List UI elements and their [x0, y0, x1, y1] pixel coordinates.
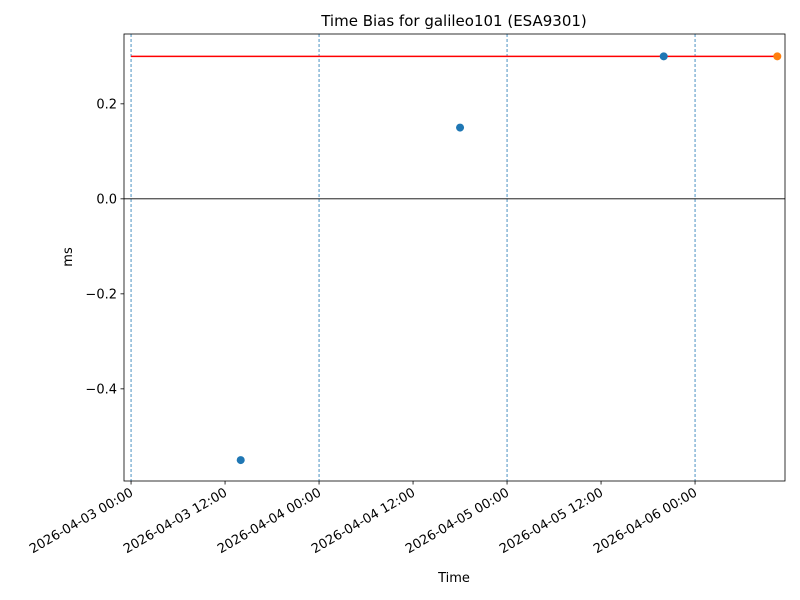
y-tick-label: −0.2: [85, 287, 117, 302]
y-tick-label: 0.2: [96, 97, 117, 112]
point: [236, 456, 245, 465]
point: [659, 52, 668, 61]
axes-frame: [123, 33, 786, 482]
y-tick-label: 0.0: [96, 192, 117, 207]
x-axis-label: Time: [437, 571, 470, 586]
chart-title: Time Bias for galileo101 (ESA9301): [320, 12, 587, 30]
y-axis-label: ms: [61, 247, 76, 267]
point: [456, 123, 465, 132]
point: [773, 52, 782, 61]
y-tick-label: −0.4: [85, 382, 117, 397]
